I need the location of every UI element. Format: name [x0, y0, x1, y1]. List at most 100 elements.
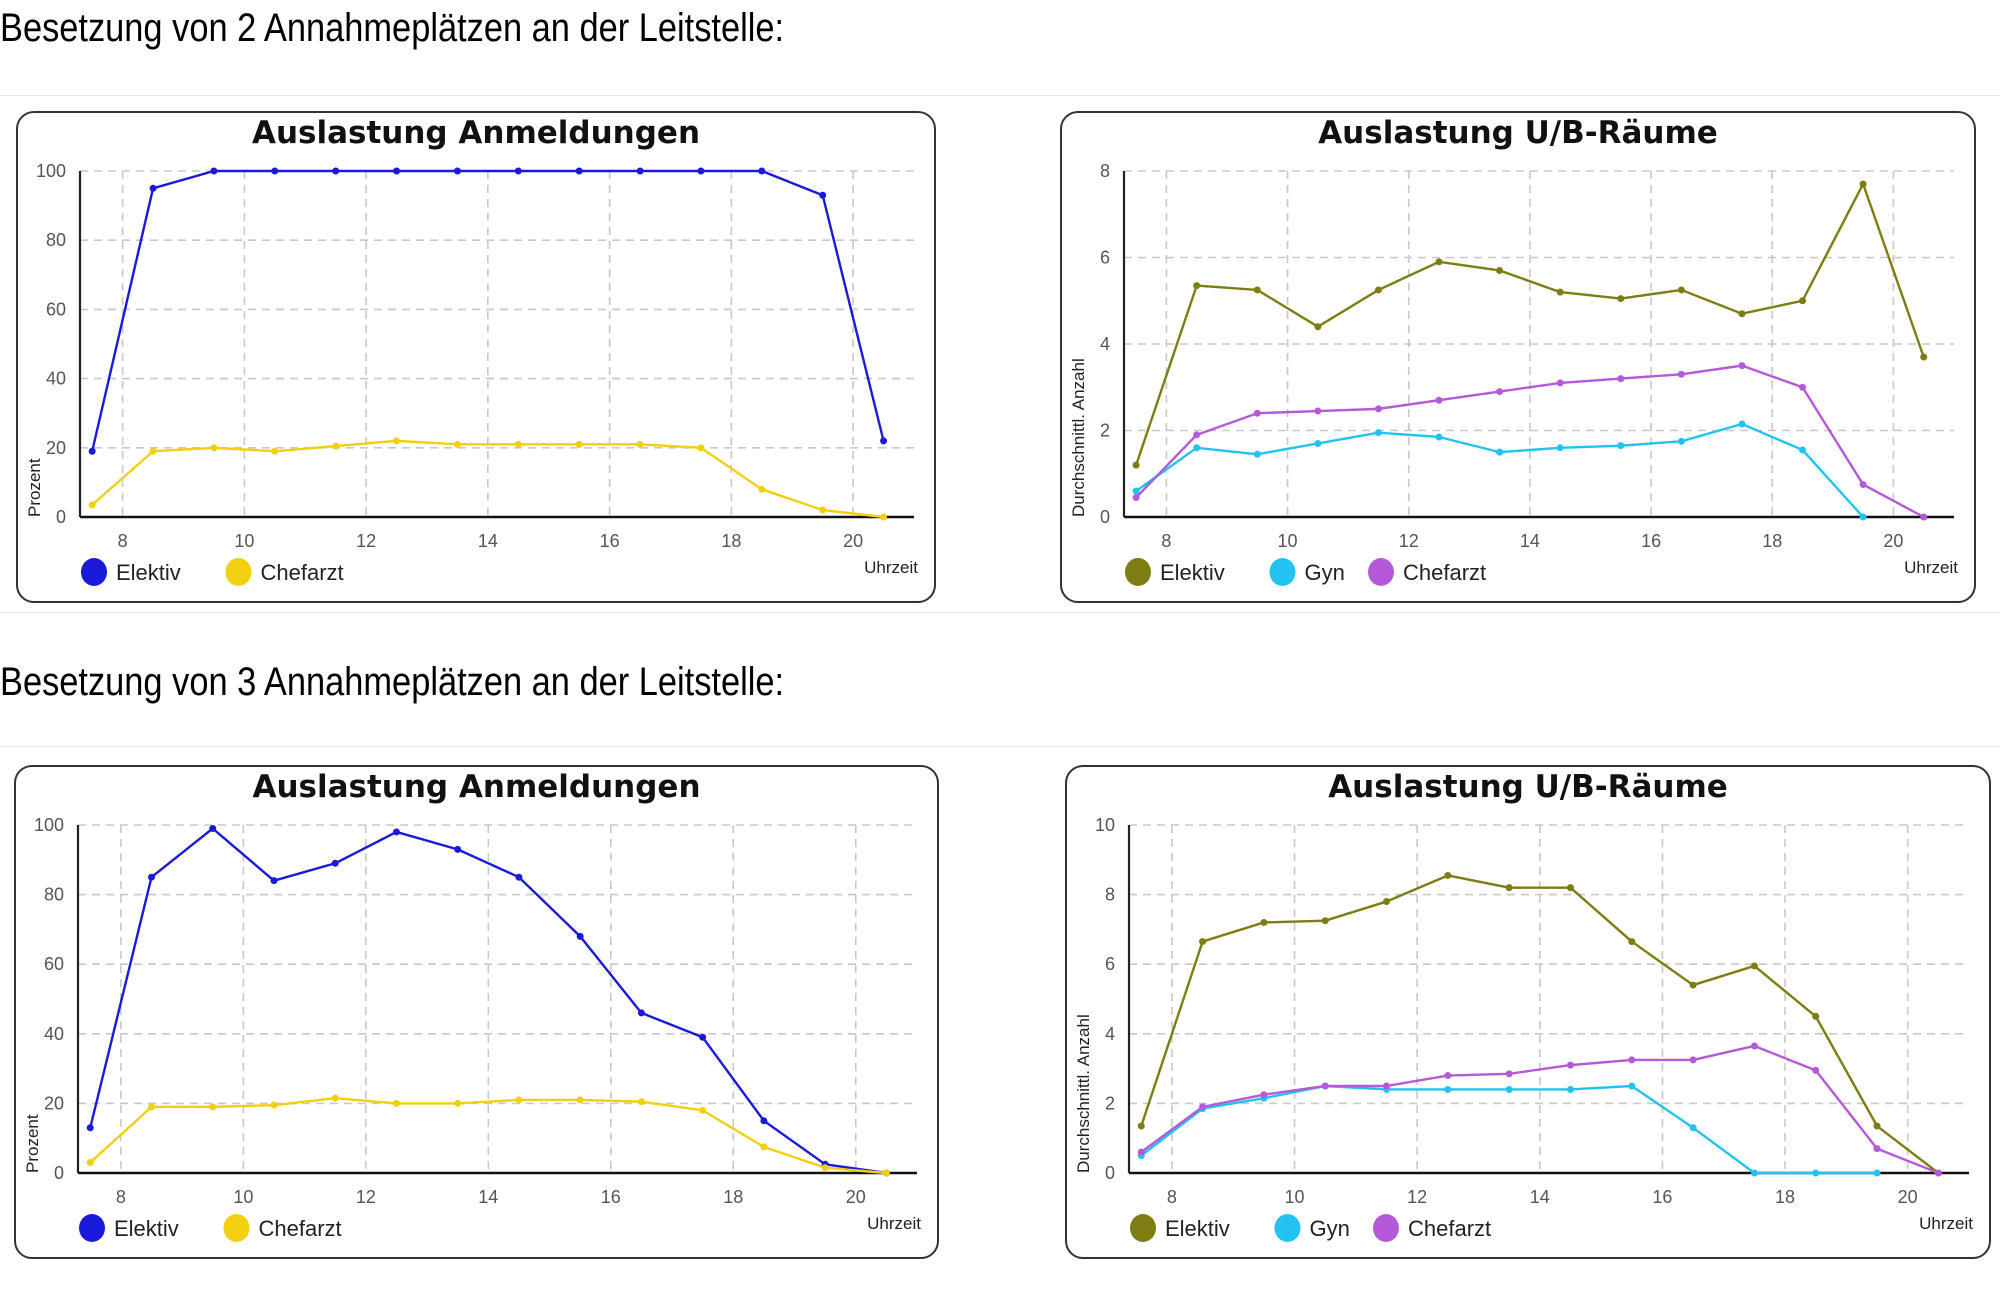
data-point-gyn	[1738, 420, 1746, 428]
legend-marker-elektiv	[79, 1214, 105, 1242]
data-point-elektiv	[1628, 938, 1636, 946]
data-point-chefarzt	[1617, 375, 1625, 383]
data-point-gyn	[1689, 1124, 1697, 1132]
x-tick-label: 14	[478, 531, 498, 551]
data-point-elektiv	[270, 877, 278, 885]
data-point-elektiv	[88, 447, 96, 455]
chart-title: Auslastung Anmeldungen	[252, 115, 700, 151]
legend-marker-elektiv	[1130, 1214, 1156, 1242]
chart-svg: Auslastung U/B-Räume 0 2 4 6 8 10 8 10 12 14 16 18 20…	[1074, 769, 1973, 1242]
x-tick-label: 8	[1161, 531, 1171, 551]
series-line-elektiv	[1140, 874, 1940, 1174]
data-point-chefarzt	[821, 1164, 829, 1172]
legend-marker-gyn	[1274, 1214, 1301, 1242]
data-point-chefarzt	[1677, 370, 1685, 378]
data-point-elektiv	[880, 437, 888, 445]
data-point-chefarzt	[819, 506, 827, 514]
y-tick-label: 6	[1105, 954, 1115, 974]
data-point-chefarzt	[1505, 1070, 1513, 1078]
y-tick-label: 0	[56, 507, 66, 527]
data-point-elektiv	[1920, 353, 1928, 361]
data-point-gyn	[1374, 429, 1382, 437]
x-axis-label: Uhrzeit	[1904, 558, 1958, 577]
data-point-elektiv	[1374, 286, 1382, 294]
legend-marker-chefarzt	[225, 558, 252, 586]
section-heading-2-places: Besetzung von 2 Annahmeplätzen an der Le…	[0, 6, 785, 50]
legend-label: Elektiv	[114, 1216, 179, 1241]
data-point-gyn	[1617, 442, 1625, 450]
data-point-elektiv	[1677, 286, 1685, 294]
legend-marker-chefarzt	[1368, 558, 1394, 586]
data-point-elektiv	[515, 873, 523, 881]
x-tick-label: 8	[1167, 1187, 1177, 1207]
y-axis-label: Durchschnittl. Anzahl	[1069, 358, 1088, 517]
data-point-gyn	[1444, 1085, 1452, 1093]
x-tick-label: 20	[1883, 531, 1903, 551]
x-axis-label: Uhrzeit	[867, 1214, 921, 1233]
data-point-elektiv	[637, 1009, 645, 1017]
data-point-chefarzt	[1859, 481, 1867, 489]
legend-marker-elektiv	[1125, 558, 1151, 586]
data-point-chefarzt	[637, 1098, 645, 1106]
chart-s3-raeume: Auslastung U/B-Räume 0 2 4 6 8 10 8 10 12 14 16 18 20…	[1065, 765, 1991, 1259]
data-point-chefarzt	[270, 1101, 278, 1109]
data-point-chefarzt	[1920, 513, 1928, 521]
data-point-elektiv	[392, 828, 400, 836]
x-tick-label: 18	[721, 531, 741, 551]
data-point-elektiv	[1873, 1122, 1881, 1130]
x-tick-label: 14	[1520, 531, 1540, 551]
y-tick-label: 100	[36, 161, 66, 181]
separator	[0, 612, 2000, 613]
data-point-elektiv	[1137, 1122, 1145, 1130]
data-point-chefarzt	[1750, 1042, 1758, 1050]
x-tick-label: 10	[1285, 1187, 1305, 1207]
data-point-chefarzt	[453, 440, 461, 448]
data-point-chefarzt	[393, 437, 401, 445]
data-point-gyn	[1253, 450, 1261, 458]
y-tick-label: 0	[1105, 1163, 1115, 1183]
y-tick-label: 40	[44, 1024, 64, 1044]
y-tick-label: 10	[1095, 815, 1115, 835]
legend-label: Chefarzt	[1403, 560, 1486, 585]
x-tick-label: 14	[478, 1187, 498, 1207]
data-point-elektiv	[147, 873, 155, 881]
data-point-chefarzt	[1799, 383, 1807, 391]
data-point-gyn	[1628, 1082, 1636, 1090]
data-point-elektiv	[697, 167, 705, 175]
y-tick-label: 60	[44, 954, 64, 974]
data-point-chefarzt	[454, 1099, 462, 1107]
data-point-chefarzt	[88, 501, 96, 509]
section-heading-3-places: Besetzung von 3 Annahmeplätzen an der Le…	[0, 660, 785, 704]
legend-label: Gyn	[1310, 1216, 1350, 1241]
data-point-chefarzt	[1193, 431, 1201, 439]
legend-marker-elektiv	[81, 558, 107, 586]
y-tick-label: 40	[46, 369, 66, 389]
data-point-chefarzt	[332, 442, 340, 450]
data-point-chefarzt	[1496, 388, 1504, 396]
x-tick-label: 8	[116, 1187, 126, 1207]
data-point-chefarzt	[1132, 494, 1140, 502]
separator	[0, 746, 2000, 747]
data-point-elektiv	[1738, 310, 1746, 318]
data-point-elektiv	[1859, 180, 1867, 188]
y-tick-label: 20	[44, 1093, 64, 1113]
data-point-chefarzt	[209, 1103, 217, 1111]
data-point-elektiv	[699, 1033, 707, 1041]
data-point-chefarzt	[271, 447, 279, 455]
data-point-elektiv	[1435, 258, 1443, 266]
data-point-gyn	[1750, 1169, 1758, 1177]
data-point-elektiv	[86, 1124, 94, 1132]
separator	[0, 95, 2000, 96]
data-point-elektiv	[819, 191, 827, 199]
data-point-elektiv	[1505, 884, 1513, 892]
data-point-gyn	[1314, 439, 1322, 447]
data-point-elektiv	[271, 167, 279, 175]
series-line-chefarzt	[91, 439, 884, 519]
data-point-chefarzt	[1383, 1082, 1391, 1090]
x-tick-label: 20	[843, 531, 863, 551]
series-line-chefarzt	[89, 1096, 887, 1175]
x-tick-label: 18	[723, 1187, 743, 1207]
legend-marker-chefarzt	[1373, 1214, 1399, 1242]
data-point-chefarzt	[149, 447, 157, 455]
y-tick-label: 8	[1100, 161, 1110, 181]
